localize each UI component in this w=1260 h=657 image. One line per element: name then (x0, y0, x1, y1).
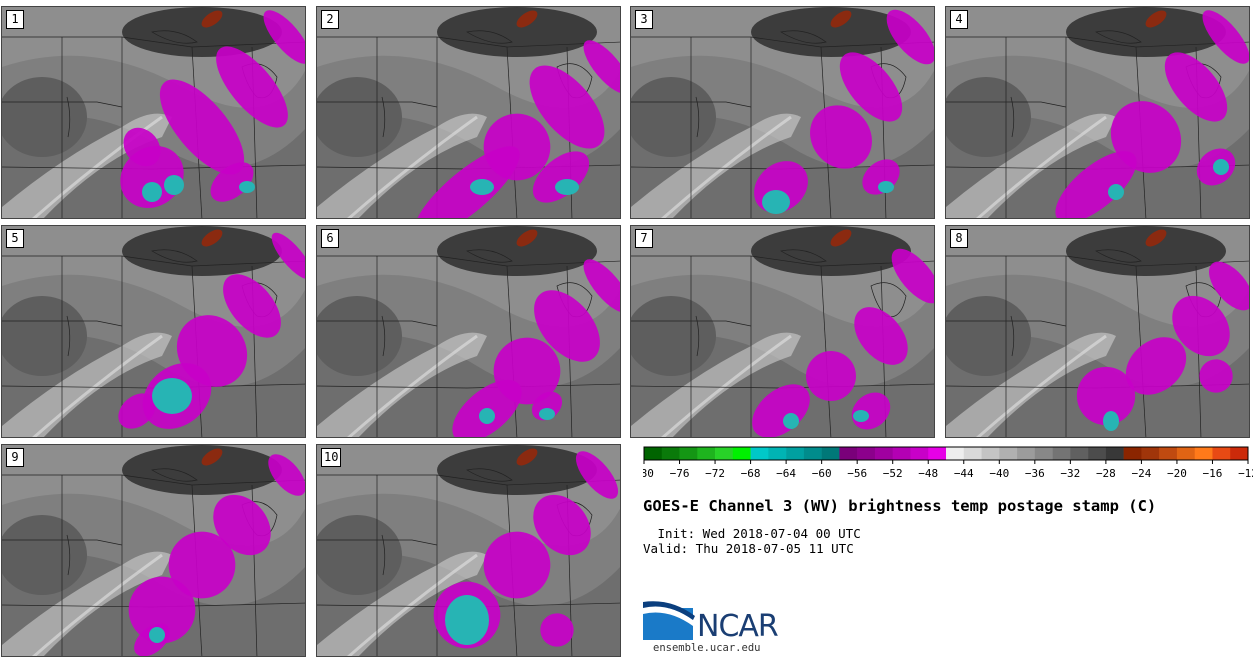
map-panel-8: 8 (945, 225, 1250, 438)
panel-number: 2 (321, 10, 339, 29)
colorbar-swatch (1159, 447, 1178, 460)
colorbar-tick-label: −24 (1131, 467, 1151, 480)
panel-number: 7 (635, 229, 653, 248)
colorbar-swatch (786, 447, 805, 460)
colorbar-frame (643, 446, 1249, 461)
colorbar: −80 −76 −72 −68 −64 −60 −56 −52 −48 −44 −40 −36 −32 −… (643, 446, 1253, 480)
panel-number: 8 (950, 229, 968, 248)
colorbar-swatch (1070, 447, 1089, 460)
colorbar-swatch (874, 447, 894, 460)
colorbar-swatch (803, 447, 822, 460)
water-vapor-map (317, 226, 620, 437)
colorbar-swatch (1176, 447, 1196, 460)
colorbar-swatch (892, 447, 911, 460)
colorbar-tick-label: −76 (670, 467, 690, 480)
water-vapor-map (631, 7, 934, 218)
panel-number: 5 (6, 229, 24, 248)
colorbar-swatch (1105, 447, 1124, 460)
water-vapor-map (946, 226, 1249, 437)
colorbar-tick-label: −80 (643, 467, 654, 480)
water-vapor-map (317, 445, 620, 656)
map-panel-6: 6 (316, 225, 621, 438)
water-vapor-map (2, 445, 305, 656)
colorbar-swatch (999, 447, 1018, 460)
colorbar-swatch (857, 447, 876, 460)
colorbar-swatch (715, 447, 734, 460)
water-vapor-map (946, 7, 1249, 218)
colorbar-tick-label: −20 (1167, 467, 1187, 480)
panel-number: 10 (321, 448, 342, 467)
colorbar-tick-label: −40 (989, 467, 1009, 480)
water-vapor-map (2, 226, 305, 437)
map-panel-4: 4 (945, 6, 1250, 219)
panel-number: 3 (635, 10, 653, 29)
colorbar-tick-label: −56 (847, 467, 867, 480)
valid-time: Valid: Thu 2018-07-05 11 UTC (643, 541, 854, 556)
logo-text: NCAR (697, 609, 779, 644)
colorbar-swatch (1230, 447, 1249, 460)
colorbar-swatch (661, 447, 680, 460)
colorbar-swatch (750, 447, 769, 460)
colorbar-tick-label: −52 (883, 467, 903, 480)
colorbar-swatch (1123, 447, 1142, 460)
colorbar-swatch (732, 447, 751, 460)
colorbar-tick-label: −36 (1025, 467, 1045, 480)
logo-url: ensemble.ucar.edu (653, 642, 761, 654)
map-panel-10: 10 (316, 444, 621, 657)
init-time: Init: Wed 2018-07-04 00 UTC (650, 526, 861, 541)
colorbar-tick-label: −16 (1203, 467, 1223, 480)
colorbar-swatch (1052, 447, 1071, 460)
colorbar-tick-label: −64 (776, 467, 796, 480)
colorbar-tick-label: −32 (1060, 467, 1080, 480)
colorbar-swatch (821, 447, 840, 460)
map-panel-5: 5 (1, 225, 306, 438)
colorbar-swatch (1194, 447, 1213, 460)
colorbar-tick-label: −68 (741, 467, 761, 480)
map-panel-2: 2 (316, 6, 621, 219)
panel-number: 1 (6, 10, 24, 29)
water-vapor-map (317, 7, 620, 218)
colorbar-swatch (1212, 447, 1231, 460)
colorbar-tick-label: −48 (918, 467, 938, 480)
colorbar-swatch (1141, 447, 1160, 460)
panel-number: 9 (6, 448, 24, 467)
colorbar-tick-label: −12 (1238, 467, 1253, 480)
water-vapor-map (2, 7, 305, 218)
map-panel-1: 1 (1, 6, 306, 219)
panel-number: 6 (321, 229, 339, 248)
colorbar-swatch (839, 447, 858, 460)
colorbar-tick-label: −72 (705, 467, 725, 480)
colorbar-swatch (679, 447, 698, 460)
colorbar-tick-label: −60 (812, 467, 832, 480)
colorbar-tick-label: −44 (954, 467, 974, 480)
colorbar-swatch (981, 447, 1000, 460)
colorbar-tick-label: −28 (1096, 467, 1116, 480)
colorbar-swatch (963, 447, 982, 460)
ncar-logo-icon (643, 601, 695, 640)
map-panel-7: 7 (630, 225, 935, 438)
colorbar-swatch (697, 447, 716, 460)
colorbar-swatch (768, 447, 787, 460)
colorbar-swatch (928, 447, 947, 460)
colorbar-swatch (1034, 447, 1053, 460)
map-panel-9: 9 (1, 444, 306, 657)
colorbar-swatch (1088, 447, 1107, 460)
water-vapor-map (631, 226, 934, 437)
panel-number: 4 (950, 10, 968, 29)
colorbar-swatch (1017, 447, 1036, 460)
map-panel-3: 3 (630, 6, 935, 219)
colorbar-swatch (644, 447, 663, 460)
colorbar-swatch (910, 447, 929, 460)
figure-title: GOES-E Channel 3 (WV) brightness temp po… (643, 497, 1157, 515)
colorbar-swatch (946, 447, 965, 460)
